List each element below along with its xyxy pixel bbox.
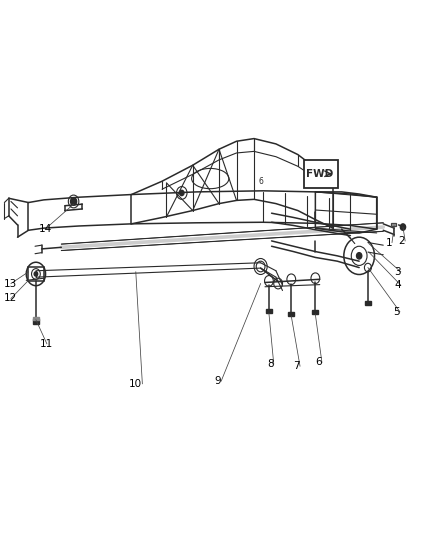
Bar <box>33 317 39 320</box>
Text: 13: 13 <box>4 279 18 288</box>
Text: 8: 8 <box>267 359 274 369</box>
Bar <box>391 223 396 226</box>
Circle shape <box>357 253 362 259</box>
Circle shape <box>180 190 184 196</box>
FancyBboxPatch shape <box>304 160 338 188</box>
Bar <box>365 301 371 305</box>
Text: 9: 9 <box>215 376 221 386</box>
Text: 7: 7 <box>293 361 300 371</box>
Circle shape <box>400 224 406 230</box>
Text: 5: 5 <box>393 307 400 317</box>
Text: 3: 3 <box>394 267 401 277</box>
Bar <box>288 312 294 316</box>
Bar <box>312 310 318 314</box>
Text: 12: 12 <box>4 294 18 303</box>
Bar <box>266 309 272 313</box>
Bar <box>391 223 396 226</box>
Text: 1: 1 <box>385 238 392 247</box>
Text: 10: 10 <box>129 379 142 389</box>
Text: 2: 2 <box>399 236 405 246</box>
Text: 6: 6 <box>258 177 263 185</box>
Text: 6: 6 <box>315 358 322 367</box>
Circle shape <box>34 272 38 276</box>
Text: FWD: FWD <box>306 169 333 179</box>
Bar <box>33 319 39 324</box>
Circle shape <box>71 198 77 205</box>
Text: 4: 4 <box>394 280 401 290</box>
Text: 11: 11 <box>40 339 53 349</box>
Text: 14: 14 <box>39 224 52 234</box>
